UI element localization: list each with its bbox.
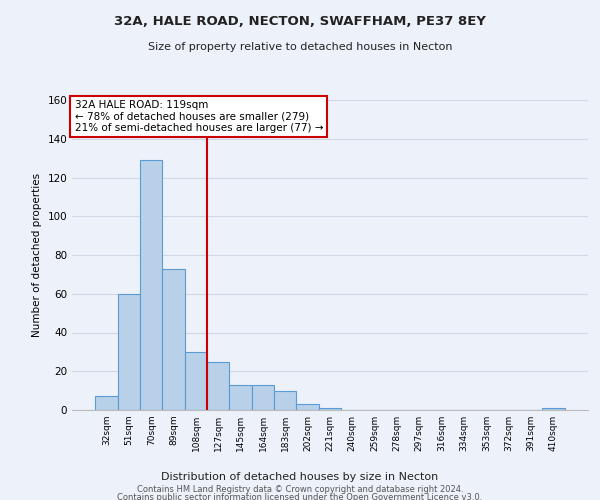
Bar bbox=[163, 268, 185, 410]
Bar bbox=[542, 408, 565, 410]
Bar bbox=[118, 294, 140, 410]
Y-axis label: Number of detached properties: Number of detached properties bbox=[32, 173, 42, 337]
Bar bbox=[185, 352, 207, 410]
Bar bbox=[95, 396, 118, 410]
Bar bbox=[274, 390, 296, 410]
Bar bbox=[229, 385, 252, 410]
Text: Size of property relative to detached houses in Necton: Size of property relative to detached ho… bbox=[148, 42, 452, 52]
Text: 32A HALE ROAD: 119sqm
← 78% of detached houses are smaller (279)
21% of semi-det: 32A HALE ROAD: 119sqm ← 78% of detached … bbox=[74, 100, 323, 133]
Bar bbox=[296, 404, 319, 410]
Text: Distribution of detached houses by size in Necton: Distribution of detached houses by size … bbox=[161, 472, 439, 482]
Text: Contains HM Land Registry data © Crown copyright and database right 2024.: Contains HM Land Registry data © Crown c… bbox=[137, 485, 463, 494]
Bar bbox=[140, 160, 163, 410]
Bar bbox=[252, 385, 274, 410]
Text: Contains public sector information licensed under the Open Government Licence v3: Contains public sector information licen… bbox=[118, 492, 482, 500]
Bar bbox=[207, 362, 229, 410]
Text: 32A, HALE ROAD, NECTON, SWAFFHAM, PE37 8EY: 32A, HALE ROAD, NECTON, SWAFFHAM, PE37 8… bbox=[114, 15, 486, 28]
Bar bbox=[319, 408, 341, 410]
